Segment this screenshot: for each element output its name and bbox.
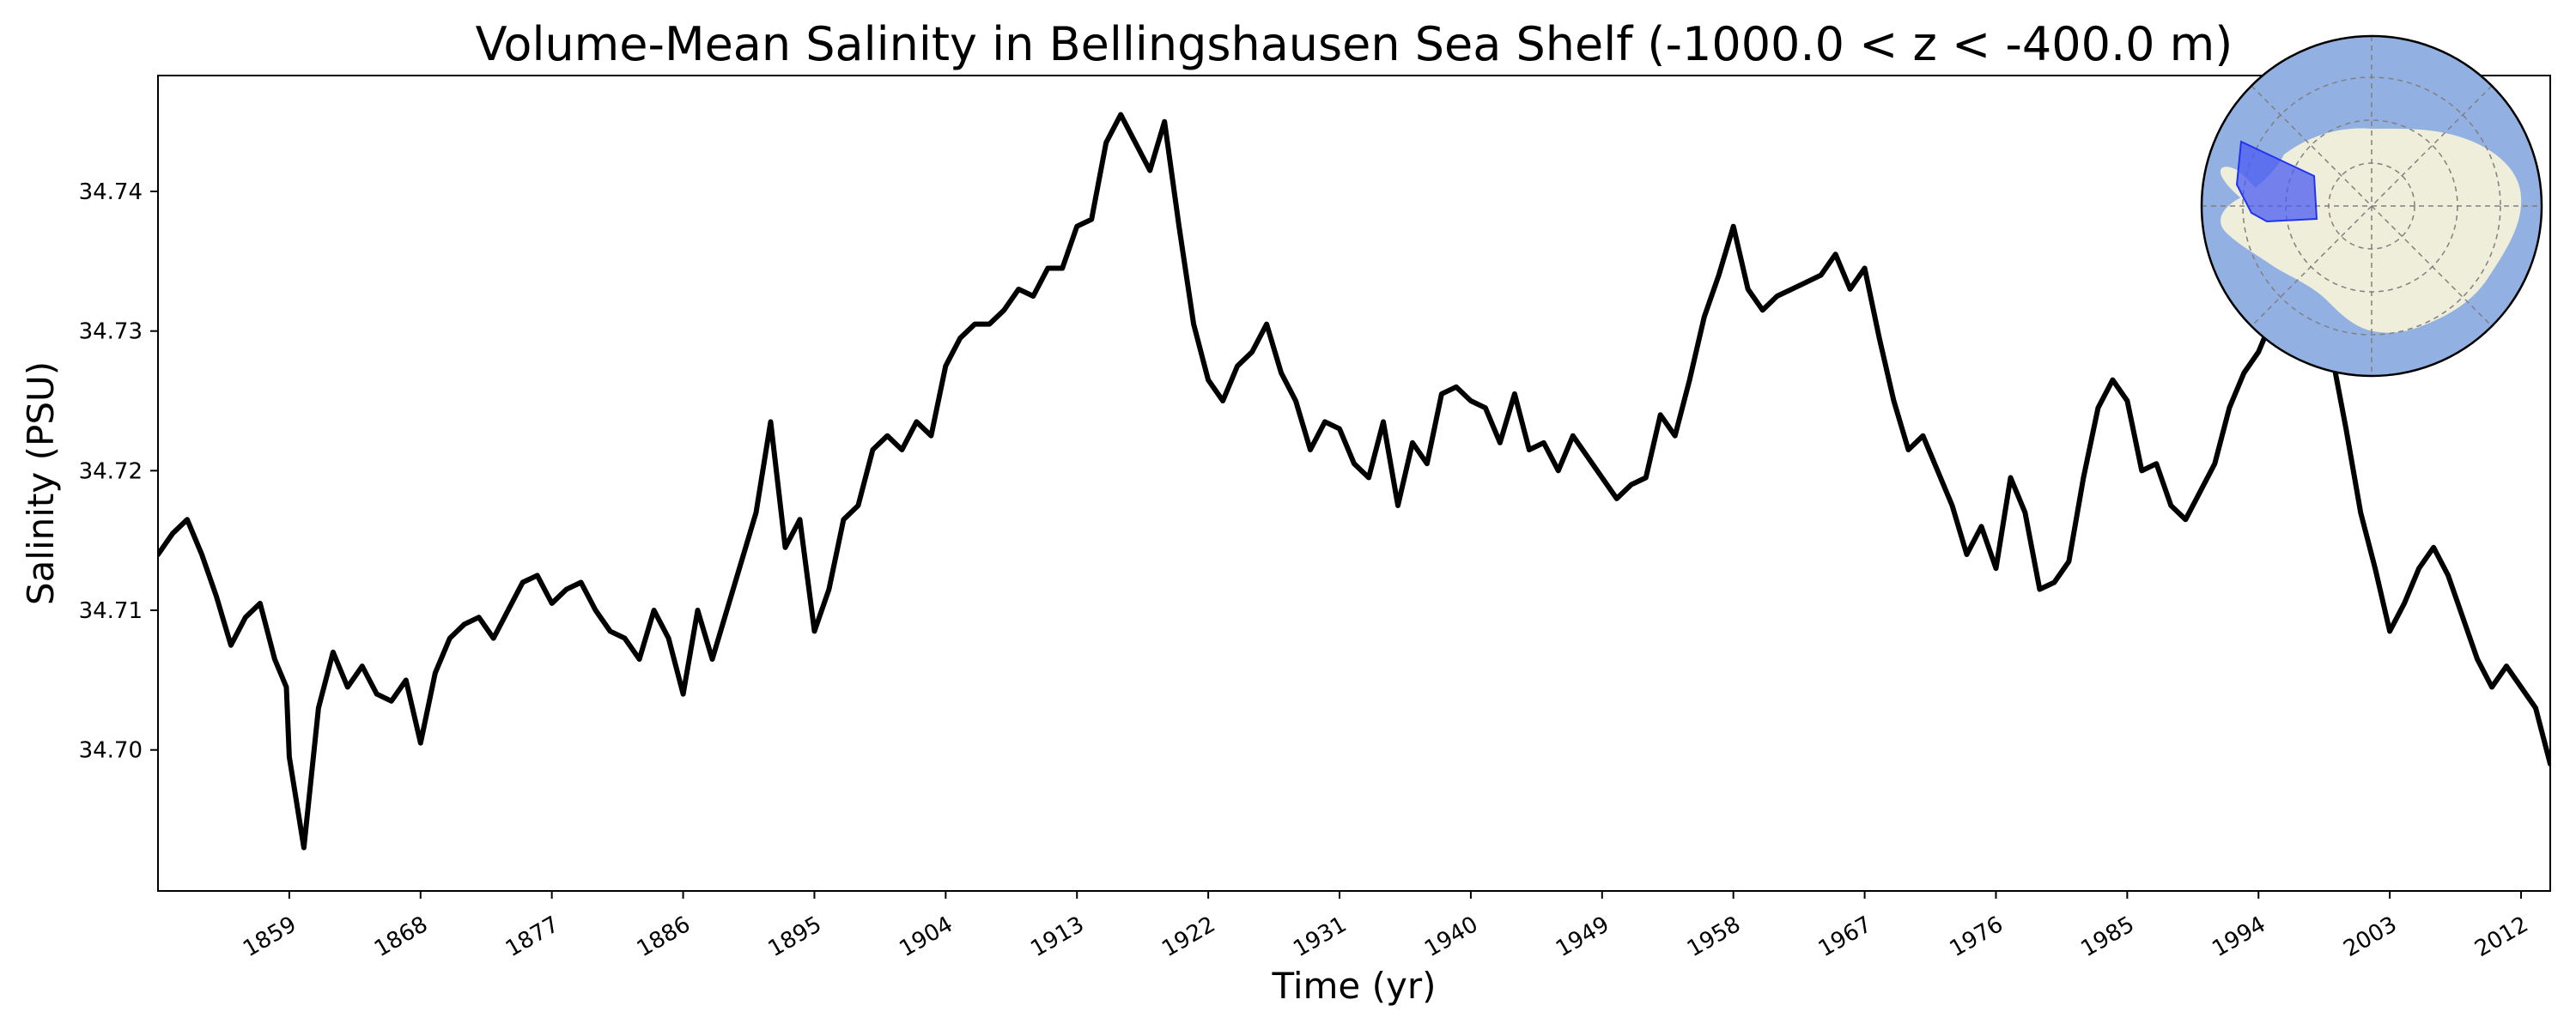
x-tick-label: 1931 [1289, 912, 1351, 962]
y-tick-label: 34.71 [79, 598, 143, 624]
x-tick-label: 1913 [1026, 912, 1088, 962]
y-axis-label: Salinity (PSU) [20, 361, 62, 605]
series-group [158, 112, 2550, 851]
x-tick-label: 1958 [1683, 912, 1745, 962]
x-tick-label: 1940 [1420, 912, 1482, 962]
x-tick-label: 1976 [1946, 912, 2008, 962]
x-tick-label: 1922 [1157, 912, 1219, 962]
y-axis-ticks: 34.70 34.71 34.72 34.73 34.74 [79, 179, 158, 764]
x-tick-label: 1967 [1814, 912, 1876, 962]
x-tick-label: 1949 [1552, 912, 1613, 962]
x-tick-label: 1985 [2077, 912, 2139, 962]
x-tick-label: 2012 [2470, 912, 2532, 962]
y-tick-label: 34.72 [79, 458, 143, 484]
y-tick-label: 34.70 [79, 738, 143, 764]
y-tick-label: 34.73 [79, 319, 143, 345]
x-tick-label: 2003 [2339, 912, 2401, 962]
x-axis-ticks: 1859 1868 1877 1886 1895 1904 1913 1922 1931 1940… [239, 891, 2533, 962]
x-tick-label: 1886 [633, 912, 695, 962]
plot-area [157, 75, 2551, 892]
antarctica-inset-map [2200, 34, 2543, 378]
x-tick-label: 1859 [239, 912, 301, 962]
x-tick-label: 1877 [501, 912, 563, 962]
chart-title: Volume-Mean Salinity in Bellingshausen S… [476, 17, 2233, 71]
plot-frame [157, 75, 2551, 892]
x-tick-label: 1904 [896, 912, 957, 962]
map-gridlines [2202, 36, 2542, 376]
x-tick-label: 1868 [370, 912, 432, 962]
x-tick-label: 1895 [764, 912, 826, 962]
map-border [2200, 34, 2543, 378]
map-bellingshausen-region [2235, 140, 2318, 223]
x-axis-label: Time (yr) [1271, 965, 1436, 1007]
salinity-series-line [158, 112, 2550, 851]
y-tick-label: 34.74 [79, 179, 143, 205]
x-tick-label: 1994 [2208, 912, 2269, 962]
